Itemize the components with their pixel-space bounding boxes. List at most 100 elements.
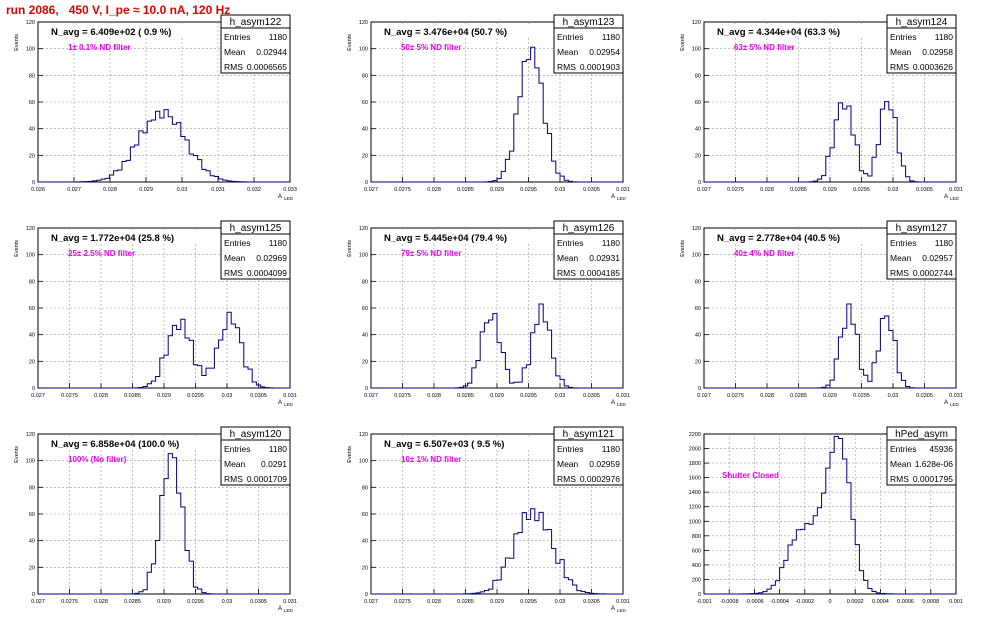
avg-label-bg (714, 231, 862, 243)
histogram-panel: -0.001 -0.0008 -0.0006 -0.0004 -0.0002 0 0.000… (689, 426, 963, 605)
y-tick-label: 20 (29, 359, 35, 365)
y-tick-label: 100 (359, 47, 368, 53)
histogram-panel: 0.027 0.0275 0.028 0.0285 0.029 0.0295 0.03 0.0… (347, 426, 630, 613)
y-tick-label: 80 (29, 279, 35, 285)
x-tick-label: 0.0305 (916, 187, 933, 193)
histogram-line (38, 109, 290, 183)
y-tick-label: 60 (29, 100, 35, 106)
x-tick-label: 0.029 (139, 187, 153, 193)
y-tick-label: 40 (362, 539, 368, 545)
stats-label: RMS (890, 474, 909, 484)
avg-label-bg (48, 437, 196, 449)
stats-value: 0.02931 (589, 253, 620, 263)
stats-value: 0.0001709 (247, 474, 287, 484)
y-tick-label: 120 (359, 20, 368, 26)
x-tick-label: 0.027 (364, 599, 378, 605)
avg-label-bg (381, 231, 529, 243)
y-tick-label: 20 (695, 359, 701, 365)
x-tick-label: 0.032 (247, 187, 261, 193)
stats-value: 1180 (269, 444, 288, 454)
x-tick-label: 0.027 (364, 187, 378, 193)
x-tick-label: -0.0006 (745, 599, 764, 605)
y-tick-label: 100 (692, 253, 701, 259)
histogram-line (704, 303, 956, 389)
x-axis-subscript: LED (950, 402, 960, 407)
y-tick-label: 40 (29, 127, 35, 133)
stats-label: Entries (224, 32, 250, 42)
stats-value: 0.0006565 (247, 62, 287, 72)
y-axis-title: Events (347, 34, 353, 51)
y-axis-title: Events (14, 446, 20, 463)
y-tick-label: 120 (26, 432, 35, 438)
filter-note: 63± 5% ND filter (734, 43, 794, 52)
y-tick-label: 40 (362, 333, 368, 339)
y-tick-label: 1000 (689, 519, 701, 525)
x-axis-subscript: LED (284, 196, 294, 201)
y-tick-label: 1200 (689, 505, 701, 511)
y-axis-title: Events (347, 446, 353, 463)
x-tick-label: 0.0285 (790, 187, 807, 193)
x-tick-label: 0.029 (490, 393, 504, 399)
x-tick-label: -0.0002 (795, 599, 814, 605)
stats-value: 0.0004185 (580, 268, 620, 278)
stats-value: 1180 (602, 444, 621, 454)
x-axis-title: A (611, 606, 615, 612)
histogram-line (704, 101, 956, 183)
histogram-line (371, 508, 624, 595)
y-tick-label: 2000 (689, 447, 701, 453)
stats-label: RMS (557, 62, 576, 72)
stats-value: 1180 (935, 238, 954, 248)
stats-box (220, 220, 291, 280)
x-axis-title: A (611, 400, 615, 406)
filter-note: 10± 1% ND filter (401, 455, 461, 464)
avg-label-bg (48, 25, 196, 37)
y-tick-label: 60 (695, 306, 701, 312)
x-tick-label: 0.0305 (583, 393, 600, 399)
x-axis-subscript: LED (617, 196, 627, 201)
histogram-name: h_asym122 (230, 17, 282, 28)
x-axis-title: A (278, 194, 282, 200)
y-axis-title: Events (680, 34, 686, 51)
stats-box (886, 14, 957, 74)
stats-value: 1180 (602, 238, 621, 248)
y-tick-label: 20 (29, 565, 35, 571)
y-tick-label: 20 (29, 153, 35, 159)
x-tick-label: 0.0305 (916, 393, 933, 399)
x-tick-label: 0.028 (760, 393, 774, 399)
stats-label: Mean (557, 47, 579, 57)
y-tick-label: 60 (29, 306, 35, 312)
y-tick-label: 1400 (689, 490, 701, 496)
x-tick-label: 0.0305 (250, 393, 267, 399)
y-tick-label: 120 (26, 20, 35, 26)
stats-label: Mean (224, 459, 246, 469)
stats-value: 0.02957 (922, 253, 953, 263)
avg-label-bg (714, 25, 862, 37)
n-avg-label: N_avg = 6.507e+03 ( 9.5 %) (384, 439, 504, 450)
histogram-line (371, 46, 623, 183)
x-tick-label: 0.031 (211, 187, 225, 193)
y-tick-label: 20 (362, 153, 368, 159)
x-tick-label: 0.0008 (922, 599, 939, 605)
x-tick-label: 0.027 (67, 187, 81, 193)
stats-value: 0.02959 (589, 459, 620, 469)
x-tick-label: 0.0305 (583, 187, 600, 193)
x-tick-label: 0.031 (616, 187, 630, 193)
histogram-name: h_asym124 (896, 17, 948, 28)
stats-box (553, 14, 624, 74)
stats-label: Mean (557, 253, 579, 263)
stats-label: Mean (224, 47, 246, 57)
x-axis-subscript: LED (950, 196, 960, 201)
stats-label: RMS (224, 268, 243, 278)
x-tick-label: 0.03 (888, 187, 899, 193)
y-tick-label: 80 (695, 279, 701, 285)
stats-value: 0.0001795 (913, 474, 953, 484)
x-tick-label: -0.0008 (720, 599, 739, 605)
stats-value: 0.0002976 (580, 474, 620, 484)
x-tick-label: 0.0295 (520, 599, 537, 605)
y-tick-label: 20 (695, 153, 701, 159)
x-axis-subscript: LED (617, 402, 627, 407)
y-axis-title: Events (14, 240, 20, 257)
y-tick-label: 0 (698, 180, 701, 186)
stats-value: 0.0004099 (247, 268, 287, 278)
stats-label: Mean (890, 47, 912, 57)
